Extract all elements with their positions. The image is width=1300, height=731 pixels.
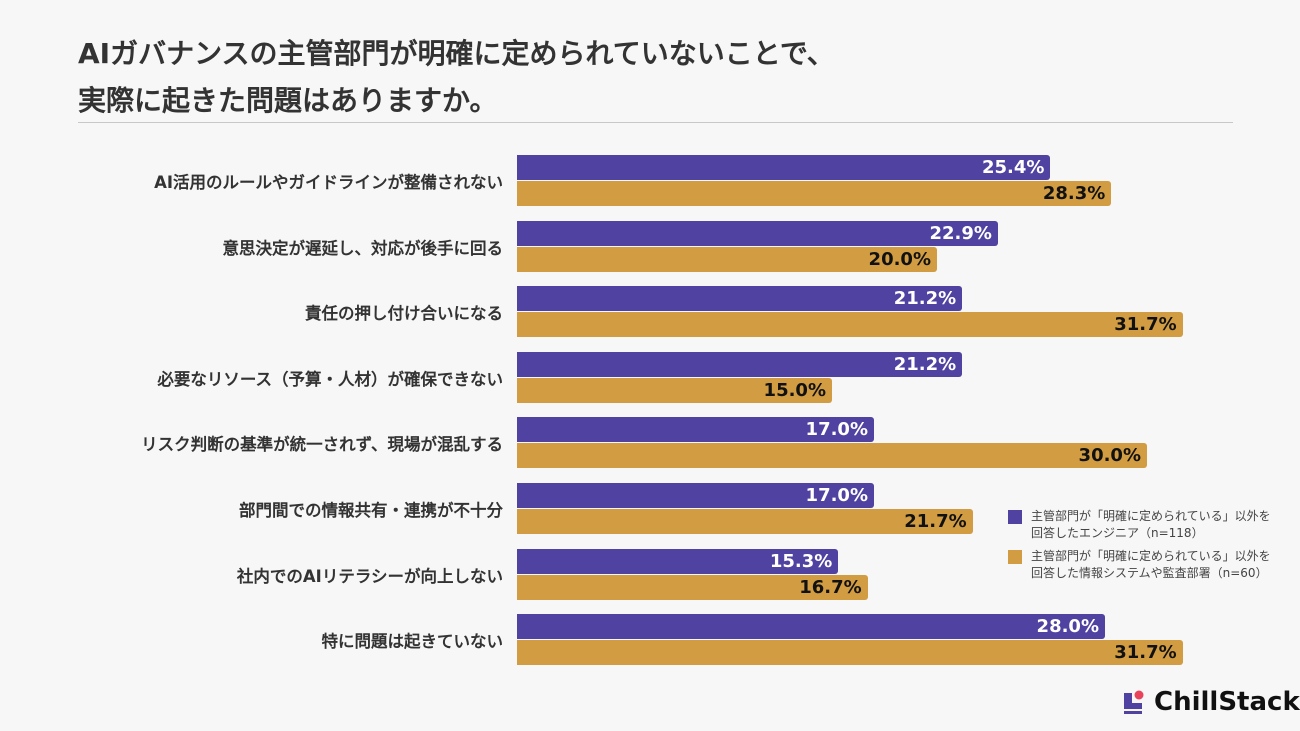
bar-engineers: 21.2% <box>517 351 963 377</box>
data-label: 17.0% <box>805 419 868 441</box>
data-label: 15.3% <box>769 550 833 572</box>
data-label: 31.7% <box>1114 314 1177 336</box>
bar-engineers: 15.3% <box>517 548 839 574</box>
legend-label: 主管部門が「明確に定められている」以外を <box>1031 509 1271 523</box>
category-label: 必要なリソース（予算・人材）が確保できない <box>157 369 503 389</box>
bar-infosys: 31.7% <box>517 312 1183 338</box>
legend-item-engineers: 主管部門が「明確に定められている」以外を 回答したエンジニア（n=118） <box>1008 508 1271 542</box>
bar-infosys: 28.3% <box>517 181 1112 206</box>
bar-infosys: 16.7% <box>517 574 868 600</box>
category-label: 責任の押し付け合いになる <box>305 304 503 324</box>
bar-engineers: 21.2% <box>517 286 963 312</box>
bar-engineers: 17.0% <box>517 417 874 443</box>
legend-label: 回答したエンジニア（n=118） <box>1031 526 1204 540</box>
category-label: リスク判断の基準が統一されず、現場が混乱する <box>141 435 503 455</box>
chart-title: AIガバナンスの主管部門が明確に定められていないことで、 実際に起きた問題はあり… <box>78 30 835 124</box>
data-label: 25.4% <box>981 157 1045 178</box>
category-label: 特に問題は起きていない <box>321 632 504 652</box>
title-line-1: AIガバナンスの主管部門が明確に定められていないことで、 <box>78 37 835 70</box>
category-label: 社内でのAIリテラシーが向上しない <box>236 566 503 586</box>
legend-swatch <box>1008 510 1022 524</box>
data-label: 21.2% <box>893 288 957 310</box>
bar-infosys: 31.7% <box>517 640 1183 666</box>
logo-text: ChillStack <box>1154 687 1300 717</box>
bar-infosys: 20.0% <box>517 246 937 272</box>
legend-label: 主管部門が「明確に定められている」以外を <box>1031 549 1271 563</box>
bar-infosys: 30.0% <box>517 443 1147 469</box>
legend-item-infosys: 主管部門が「明確に定められている」以外を 回答した情報システムや監査部署（n=6… <box>1008 548 1271 582</box>
data-label: 15.0% <box>763 379 826 401</box>
data-label: 21.7% <box>904 511 967 532</box>
bar-infosys: 21.7% <box>517 509 973 534</box>
bar-infosys: 15.0% <box>517 377 832 403</box>
category-label: AI活用のルールやガイドラインが整備されない <box>154 173 503 192</box>
data-label: 20.0% <box>868 248 931 270</box>
category-label: 部門間での情報共有・連携が不十分 <box>239 501 503 520</box>
bar-engineers: 25.4% <box>517 155 1051 180</box>
data-label: 22.9% <box>929 222 992 244</box>
logo-icon <box>1124 690 1144 714</box>
legend-swatch <box>1008 550 1022 564</box>
data-label: 21.2% <box>893 353 957 375</box>
legend: 主管部門が「明確に定められている」以外を 回答したエンジニア（n=118） 主管… <box>1008 508 1271 588</box>
data-label: 17.0% <box>805 485 868 506</box>
title-divider <box>78 122 1233 123</box>
bar-engineers: 17.0% <box>517 483 874 508</box>
category-label: 意思決定が遅延し、対応が後手に回る <box>222 238 504 258</box>
bar-engineers: 28.0% <box>517 614 1105 640</box>
legend-label: 回答した情報システムや監査部署（n=60） <box>1031 566 1268 580</box>
bar-engineers: 22.9% <box>517 220 998 246</box>
data-label: 28.3% <box>1042 183 1106 204</box>
data-label: 28.0% <box>1036 616 1099 638</box>
data-label: 31.7% <box>1114 642 1177 664</box>
data-label: 16.7% <box>799 576 862 598</box>
data-label: 30.0% <box>1078 445 1141 467</box>
title-line-2: 実際に起きた問題はありますか。 <box>78 84 498 117</box>
chillstack-logo: ChillStack <box>1122 687 1300 717</box>
